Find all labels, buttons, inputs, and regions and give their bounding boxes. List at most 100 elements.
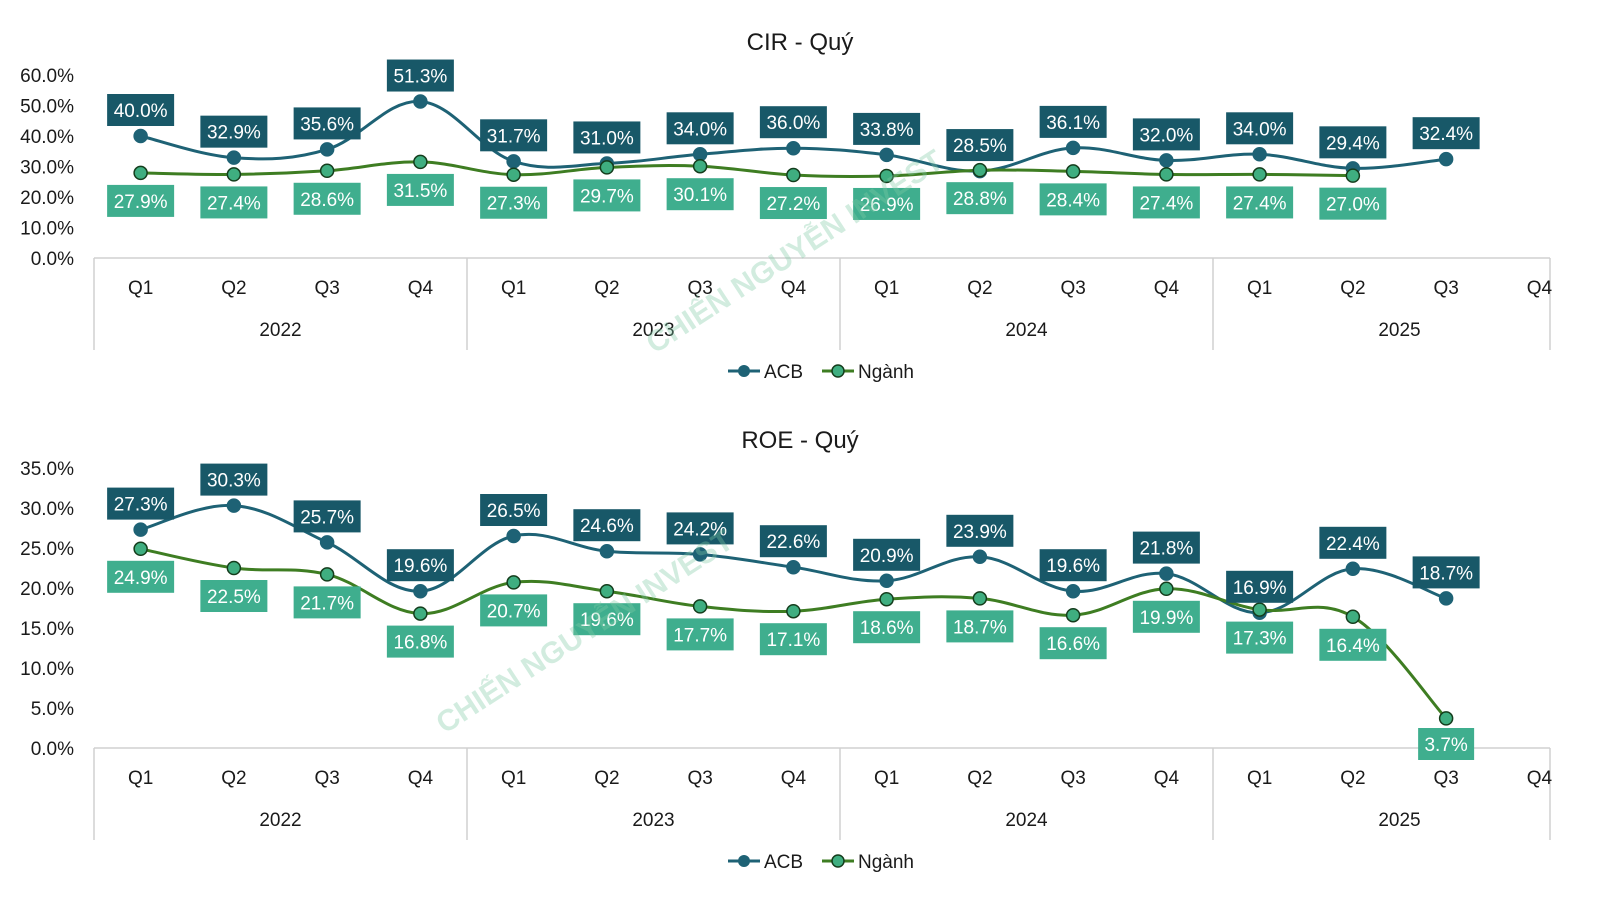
y-tick-label: 0.0% [31,739,74,760]
data-label: 34.0% [673,119,727,140]
x-tick-label: Q3 [1060,768,1085,789]
legend-label-nganh: Ngành [858,852,914,873]
x-tick-label: Q3 [687,278,712,299]
data-point-nganh [879,591,894,607]
data-point-acb [786,559,801,575]
data-label: 19.6% [393,556,447,577]
data-point-nganh [1159,167,1174,182]
data-label-box [1039,183,1107,216]
data-label-box [853,611,921,644]
data-label: 27.4% [1233,193,1287,214]
data-label: 18.7% [1419,563,1473,584]
data-label: 27.4% [207,193,261,214]
data-point-nganh [1345,609,1361,625]
data-label: 17.1% [766,630,820,651]
data-label: 23.9% [953,522,1007,543]
data-point-acb [879,147,894,163]
data-label: 31.7% [487,126,541,147]
data-label: 20.7% [487,601,541,622]
data-label-box [1418,728,1475,760]
chart-title: ROE - Quý [741,427,858,454]
data-point-nganh [133,541,148,557]
data-label-box [200,463,268,496]
data-label-box [853,187,921,220]
chart-cir: CIR - Quý 0.0% 10.0% 20.0% 30.0% 40.0% 50.0% 60… [20,29,1552,383]
x-tick-label: Q1 [874,278,899,299]
data-label: 26.9% [860,195,914,216]
data-point-nganh [599,160,615,175]
y-tick-label: 0.0% [31,249,74,270]
data-point-acb [226,150,242,165]
x-tick-label: Q3 [314,768,339,789]
data-label-box [480,494,548,526]
y-tick-label: 20.0% [20,188,74,209]
y-tick-label: 10.0% [20,219,74,240]
data-label: 32.0% [1139,125,1193,146]
data-label-box [293,586,361,619]
year-label: 2022 [259,810,301,831]
y-tick-label: 50.0% [20,97,74,118]
data-point-nganh [786,603,801,619]
x-tick-label: Q2 [594,768,619,789]
year-label: 2022 [259,320,301,341]
x-tick-label: Q3 [1433,768,1458,789]
data-point-acb [226,498,242,513]
data-point-nganh [1065,164,1081,179]
legend-marker-acb [738,365,750,377]
y-tick-label: 20.0% [20,579,74,600]
data-point-acb [506,528,521,544]
data-label-box [386,625,454,658]
x-tick-label: Q2 [1340,768,1365,789]
data-label: 25.7% [300,507,354,528]
year-label: 2025 [1378,810,1420,831]
data-label: 24.6% [580,516,634,537]
data-label-box [1319,187,1387,220]
legend-marker-acb [738,855,750,867]
data-label-box [946,129,1014,162]
x-tick-label: Q1 [128,768,153,789]
x-tick-label: Q4 [408,768,434,789]
data-point-nganh [506,167,521,182]
data-label: 19.6% [580,610,634,631]
data-label: 31.0% [580,128,634,149]
x-tick-label: Q3 [1060,278,1085,299]
data-point-nganh [506,575,521,590]
data-label-box [1132,531,1200,564]
data-label-box [759,525,827,558]
data-label-box [1226,112,1294,145]
data-label-box [853,112,921,145]
data-label-box [293,107,361,140]
data-label: 28.8% [953,189,1007,210]
x-tick-label: Q4 [1527,278,1553,299]
data-label: 22.6% [766,532,820,553]
data-label-box [480,594,548,627]
data-label: 24.2% [673,519,727,540]
data-label-box [386,173,454,206]
data-label: 17.7% [673,625,727,646]
data-label: 35.6% [300,114,354,135]
data-label-box [573,603,641,636]
data-label: 27.3% [114,495,168,516]
data-label: 17.3% [1233,629,1287,650]
data-label: 31.5% [393,181,447,202]
data-label: 36.1% [1046,113,1100,134]
y-tick-label: 10.0% [20,659,74,680]
data-label: 40.0% [114,101,168,122]
data-label-box [1226,621,1294,654]
data-label: 33.8% [860,120,914,141]
data-label-box [946,610,1014,643]
data-point-nganh [319,163,335,179]
data-label-box [200,115,268,148]
data-label-box [1132,118,1200,151]
data-label-box [293,500,361,533]
data-point-acb [133,522,148,537]
x-tick-label: Q3 [314,278,339,299]
data-label: 21.8% [1139,539,1193,560]
y-tick-label: 5.0% [31,699,74,720]
data-point-nganh [413,606,428,621]
x-tick-label: Q4 [781,768,807,789]
data-label-box [573,179,641,212]
data-label: 34.0% [1233,119,1287,140]
data-point-acb [319,142,335,157]
data-label-box [107,487,175,520]
